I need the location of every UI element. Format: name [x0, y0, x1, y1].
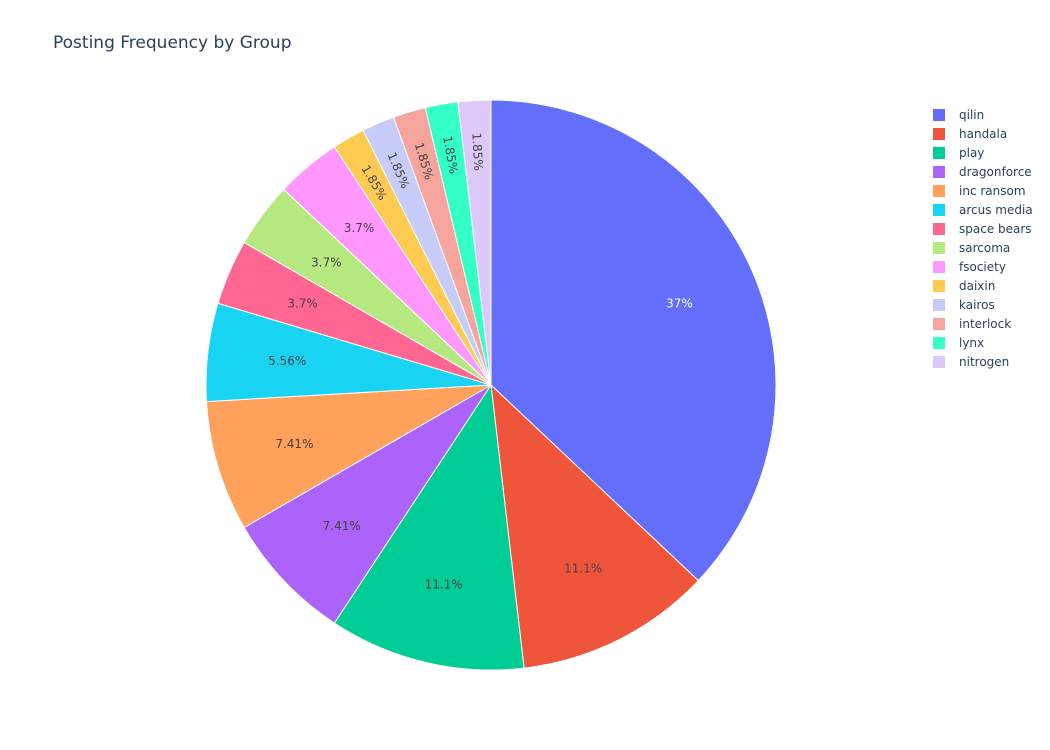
legend-label: inc ransom [959, 183, 1026, 198]
slice-percent-label: 11.1% [425, 578, 463, 592]
legend-swatch [933, 260, 945, 273]
pie-slice-play[interactable] [333, 383, 525, 671]
legend-item-handala[interactable]: handala [933, 124, 1033, 143]
legend-label: play [959, 145, 985, 160]
legend-label: handala [959, 126, 1008, 141]
legend-swatch [933, 336, 945, 349]
legend-label: nitrogen [959, 354, 1010, 369]
legend-swatch [933, 165, 945, 178]
legend-label: lynx [959, 335, 985, 350]
legend-label: sarcoma [959, 240, 1011, 255]
legend-swatch [933, 317, 945, 330]
legend-swatch [933, 127, 945, 140]
legend-item-dragonforce[interactable]: dragonforce [933, 162, 1033, 181]
pie-slice-inc-ransom[interactable] [205, 384, 492, 529]
slice-percent-label: 3.7% [344, 221, 375, 235]
slice-percent-label: 5.56% [268, 354, 306, 368]
legend-item-nitrogen[interactable]: nitrogen [933, 352, 1033, 371]
legend-swatch [933, 222, 945, 235]
legend-label: space bears [959, 221, 1032, 236]
legend-swatch [933, 203, 945, 216]
legend-item-qilin[interactable]: qilin [933, 105, 1033, 124]
legend: qilin handala play dragonforce inc ransom arc… [933, 105, 1033, 371]
legend-label: daixin [959, 278, 996, 293]
legend-swatch [933, 279, 945, 292]
legend-item-arcus-media[interactable]: arcus media [933, 200, 1033, 219]
legend-label: interlock [959, 316, 1012, 331]
legend-item-space-bears[interactable]: space bears [933, 219, 1033, 238]
legend-label: fsociety [959, 259, 1006, 274]
legend-item-lynx[interactable]: lynx [933, 333, 1033, 352]
legend-label: kairos [959, 297, 995, 312]
legend-label: qilin [959, 107, 985, 122]
legend-swatch [933, 108, 945, 121]
legend-item-sarcoma[interactable]: sarcoma [933, 238, 1033, 257]
slice-percent-label: 7.41% [323, 519, 361, 533]
legend-item-daixin[interactable]: daixin [933, 276, 1033, 295]
legend-item-fsociety[interactable]: fsociety [933, 257, 1033, 276]
pie-slice-dragonforce[interactable] [243, 384, 492, 624]
pie-slice-qilin[interactable] [490, 99, 777, 582]
legend-swatch [933, 241, 945, 254]
legend-item-interlock[interactable]: interlock [933, 314, 1033, 333]
legend-item-kairos[interactable]: kairos [933, 295, 1033, 314]
legend-swatch [933, 146, 945, 159]
slice-percent-label: 1.85% [440, 135, 460, 175]
pie-slice-handala[interactable] [490, 383, 700, 669]
legend-item-play[interactable]: play [933, 143, 1033, 162]
legend-swatch [933, 184, 945, 197]
slice-percent-label: 3.7% [287, 297, 318, 311]
slice-percent-label: 1.85% [469, 132, 485, 171]
legend-item-inc-ransom[interactable]: inc ransom [933, 181, 1033, 200]
slice-percent-label: 3.7% [311, 255, 342, 269]
slice-percent-label: 11.1% [564, 561, 602, 575]
legend-label: arcus media [959, 202, 1033, 217]
pie-slice-nitrogen[interactable] [457, 99, 492, 386]
slice-percent-label: 37% [666, 297, 693, 311]
legend-swatch [933, 355, 945, 368]
chart-title: Posting Frequency by Group [53, 33, 292, 53]
legend-label: dragonforce [959, 164, 1032, 179]
legend-swatch [933, 298, 945, 311]
slice-percent-label: 7.41% [275, 437, 313, 451]
